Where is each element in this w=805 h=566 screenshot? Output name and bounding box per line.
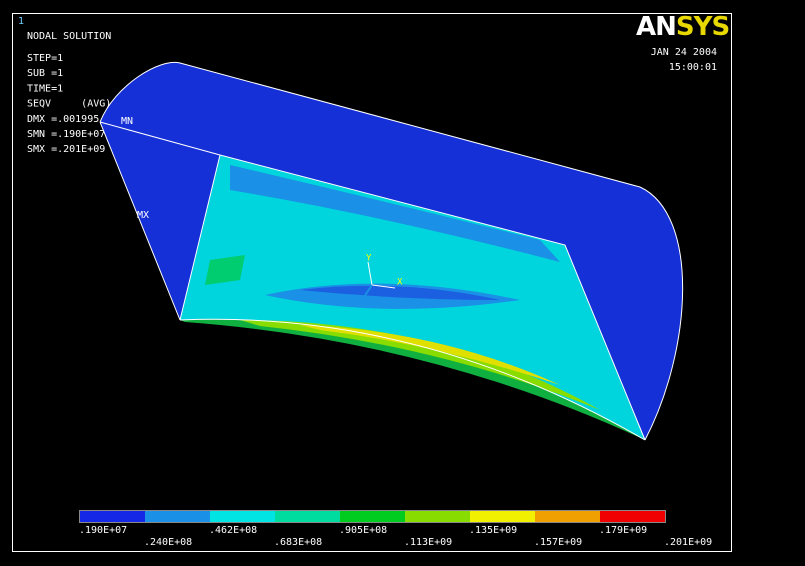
legend-swatch (275, 511, 340, 522)
triad (367, 261, 396, 289)
legend-swatch (80, 511, 145, 522)
legend-swatch (470, 511, 535, 522)
info-line: TIME=1 (27, 83, 63, 94)
legend-swatch (145, 511, 210, 522)
info-line: SMN =.190E+07 (27, 129, 105, 140)
date: JAN 24 2004 (651, 47, 717, 58)
triad-z (361, 284, 373, 301)
legend-label: .135E+09 (469, 525, 517, 536)
info-line: SUB =1 (27, 68, 63, 79)
band-blue-mid (300, 285, 500, 300)
legend-label: .683E+08 (274, 537, 322, 548)
legend-swatch (600, 511, 665, 522)
axis-x: X (397, 278, 403, 288)
axis-y: Y (366, 254, 372, 264)
legend-label: .201E+09 (664, 537, 712, 548)
band-lightblue-top (230, 165, 560, 262)
model: MN MX Y X (99, 61, 684, 441)
spot-green (205, 255, 245, 285)
info-line: DMX =.001995 (27, 114, 99, 125)
legend-label: .179E+09 (599, 525, 647, 536)
legend-swatch (405, 511, 470, 522)
legend-swatch (210, 511, 275, 522)
legend-label: .157E+09 (534, 537, 582, 548)
edges (99, 61, 684, 441)
info-line: STEP=1 (27, 53, 63, 64)
legend-swatch (535, 511, 600, 522)
logo-an: AN (636, 12, 676, 42)
max-marker: MX (137, 210, 149, 221)
legend-label: .113E+09 (404, 537, 452, 548)
info-block: STEP=1 SUB =1 TIME=1 SEQV (AVG) DMX =.001995… (27, 53, 111, 155)
legend-swatch (340, 511, 405, 522)
logo: ANSYS (636, 12, 729, 42)
info-line: SEQV (AVG) (27, 99, 111, 110)
shell-outer (100, 62, 683, 440)
legend-label: .462E+08 (209, 525, 257, 536)
legend-label: .905E+08 (339, 525, 387, 536)
viewport-frame (12, 13, 732, 552)
window-number: 1 (18, 16, 24, 27)
time: 15:00:01 (669, 62, 717, 73)
legend-frame (79, 510, 666, 523)
info-line: SMX =.201E+09 (27, 144, 105, 155)
legend-label: .190E+07 (79, 525, 127, 536)
min-marker: MN (121, 116, 133, 127)
plot-title: NODAL SOLUTION (27, 31, 111, 42)
legend-label: .240E+08 (144, 537, 192, 548)
legend: .190E+07 .240E+08 .462E+08 .683E+08 .905E+08… (79, 511, 712, 548)
logo-sys: SYS (676, 12, 729, 42)
